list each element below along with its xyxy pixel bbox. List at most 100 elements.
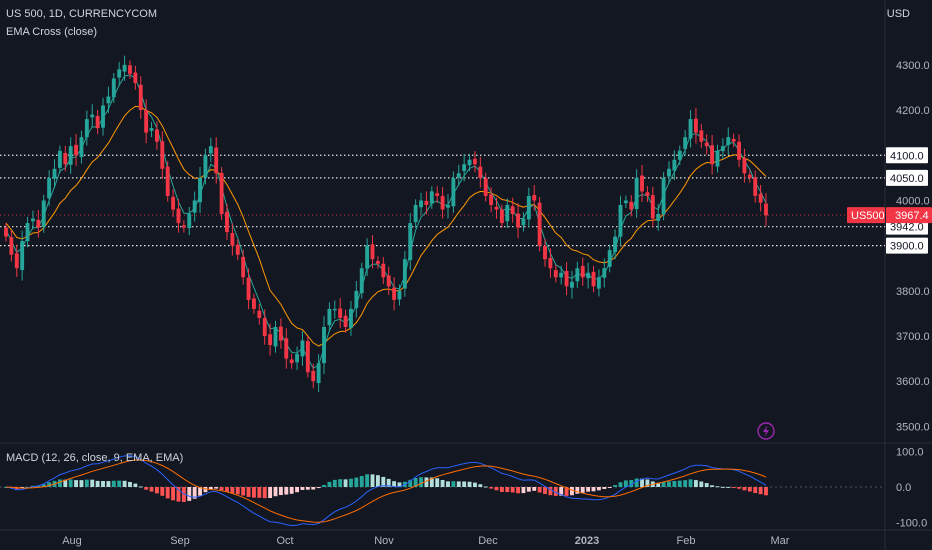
candle-body xyxy=(144,110,149,133)
candle-body xyxy=(521,218,526,226)
candle-body xyxy=(516,213,520,228)
macd-histogram-bar xyxy=(742,487,747,491)
candle-body xyxy=(171,196,176,210)
macd-histogram-bar xyxy=(661,482,666,487)
candle-body xyxy=(20,241,25,271)
candle-body xyxy=(338,308,343,318)
candle-body xyxy=(688,119,693,139)
candle-body xyxy=(472,158,477,165)
macd-histogram-bar xyxy=(429,477,434,487)
candle-body xyxy=(483,178,488,196)
macd-histogram-bar xyxy=(111,480,116,487)
candle-body xyxy=(429,191,434,204)
macd-histogram-bar xyxy=(354,477,359,487)
candle-body xyxy=(451,177,456,207)
macd-histogram-bar xyxy=(526,487,531,492)
macd-histogram-bar xyxy=(570,487,574,496)
candle-body xyxy=(656,214,661,221)
candle-body xyxy=(650,195,655,219)
macd-histogram-bar xyxy=(731,487,736,488)
macd-indicator-label[interactable]: MACD (12, 26, close, 9, EMA, EMA) xyxy=(6,452,184,464)
candle-body xyxy=(591,271,596,287)
macd-histogram-bar xyxy=(575,487,580,494)
candle-body xyxy=(370,244,375,260)
macd-histogram-bar xyxy=(138,486,143,488)
currency-label: USD xyxy=(886,8,910,20)
macd-histogram-bar xyxy=(284,487,289,495)
candle-body xyxy=(607,250,612,267)
macd-histogram-bar xyxy=(693,480,698,487)
macd-histogram-bar xyxy=(268,487,273,498)
candle-body xyxy=(225,211,229,233)
candle-body xyxy=(731,138,736,142)
macd-tick-label: 100.0 xyxy=(896,446,924,458)
candle-body xyxy=(198,177,202,203)
candle-body xyxy=(726,137,731,145)
ema-indicator-label[interactable]: EMA Cross (close) xyxy=(6,26,98,38)
macd-histogram-bar xyxy=(537,487,542,493)
macd-histogram-bar xyxy=(289,487,294,494)
candle-body xyxy=(510,206,515,215)
macd-histogram-bar xyxy=(106,481,111,487)
candle-body xyxy=(402,259,407,289)
candle-body xyxy=(478,166,483,178)
candle-body xyxy=(316,363,321,384)
macd-histogram-bar xyxy=(656,482,661,487)
macd-histogram-bar xyxy=(629,480,634,487)
candle-body xyxy=(419,200,423,208)
macd-histogram-bar xyxy=(359,476,364,487)
lightning-alert-button[interactable] xyxy=(757,422,775,440)
time-tick-label: Oct xyxy=(276,535,293,547)
candle-body xyxy=(462,164,467,172)
candle-body xyxy=(230,232,235,246)
macd-histogram-bar xyxy=(677,480,682,487)
candle-body xyxy=(79,137,84,158)
candle-body xyxy=(343,315,348,328)
macd-histogram-bar xyxy=(472,482,477,487)
candle-body xyxy=(715,150,720,167)
macd-histogram-bar xyxy=(25,486,30,488)
candle-body xyxy=(710,145,715,165)
macd-histogram-bar xyxy=(586,487,591,492)
symbol-badge: US500 xyxy=(851,210,885,222)
candle-body xyxy=(214,147,219,174)
candle-body xyxy=(570,281,574,288)
macd-histogram-bar xyxy=(591,487,596,492)
candle-body xyxy=(435,193,440,196)
macd-histogram-bar xyxy=(144,487,149,490)
candle-body xyxy=(661,177,666,215)
candle-body xyxy=(693,118,698,133)
candle-body xyxy=(295,354,300,363)
macd-histogram-bar xyxy=(90,479,95,487)
candle-body xyxy=(327,308,332,326)
macd-histogram-bar xyxy=(47,482,52,487)
axes: 4300.0 4200.0 4100.0 4050.0 4000.0 3942.0 3900… xyxy=(62,60,929,547)
candle-body xyxy=(575,268,580,282)
macd-histogram-bar xyxy=(338,479,343,487)
candle-body xyxy=(456,173,461,178)
macd-histogram-bar xyxy=(451,481,456,487)
price-tick-label: 3500.0 xyxy=(896,421,930,433)
macd-histogram-bar xyxy=(645,479,650,487)
candle-body xyxy=(322,327,326,364)
macd-pane xyxy=(0,455,885,527)
macd-histogram-bar xyxy=(208,487,213,490)
macd-histogram-bar xyxy=(252,487,256,498)
candle-body xyxy=(397,290,402,300)
macd-histogram-bar xyxy=(203,487,208,493)
macd-histogram-bar xyxy=(634,478,639,487)
candle-body xyxy=(737,141,741,160)
macd-histogram-bar xyxy=(322,484,326,487)
candle-body xyxy=(543,246,547,260)
candle-body xyxy=(68,146,73,165)
macd-histogram-bar xyxy=(753,487,758,494)
candle-body xyxy=(192,200,197,213)
candle-body xyxy=(747,174,752,178)
macd-histogram-bar xyxy=(300,487,305,490)
macd-histogram-bar xyxy=(375,475,380,487)
candle-body xyxy=(446,204,450,208)
candle-body xyxy=(677,150,682,160)
candle-body xyxy=(634,177,639,210)
candle-body xyxy=(241,256,246,278)
